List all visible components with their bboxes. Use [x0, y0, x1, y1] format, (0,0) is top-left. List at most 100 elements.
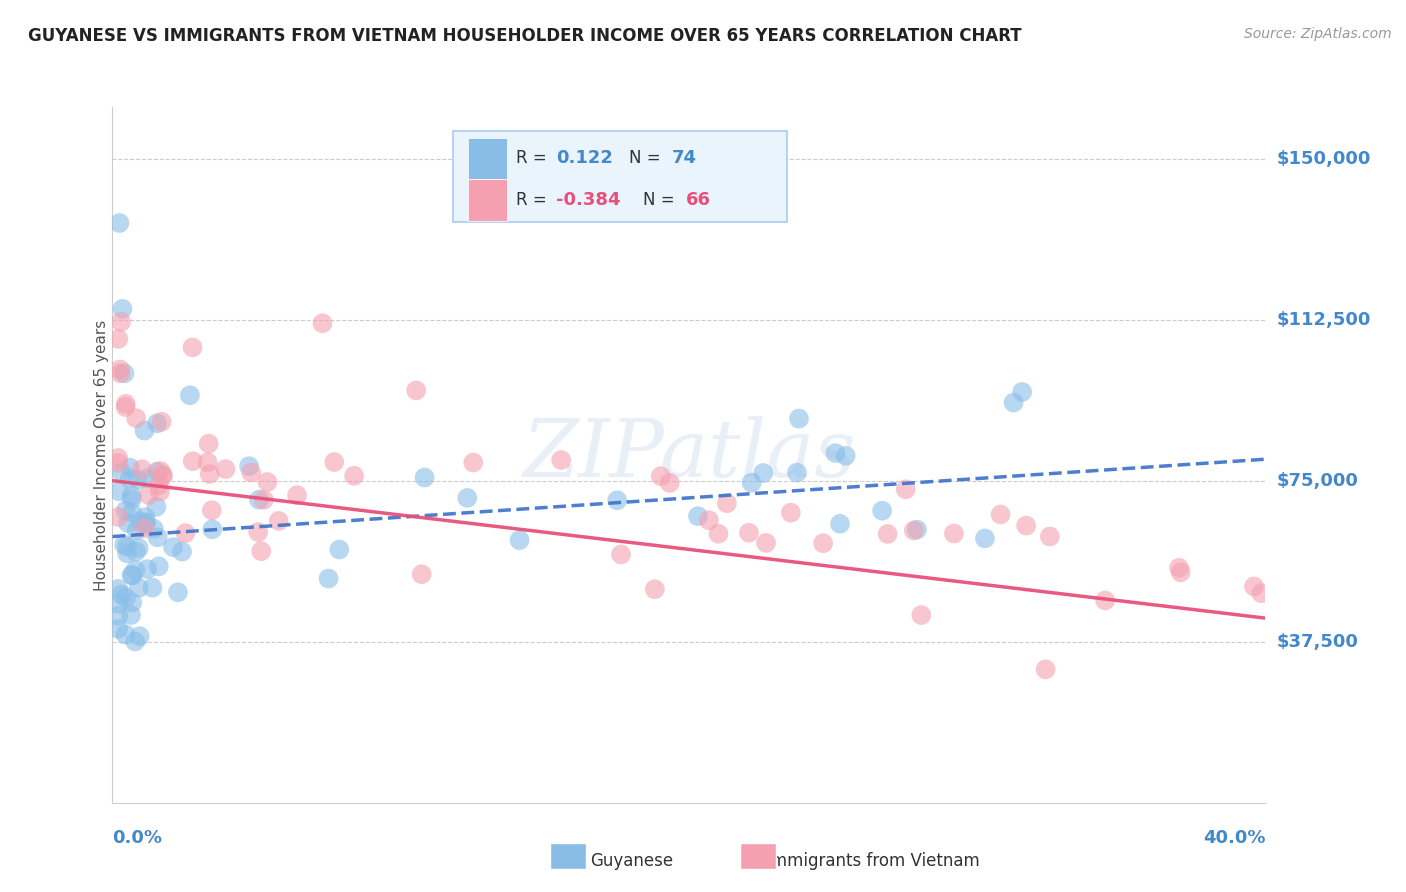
Point: [107, 332, 129, 346]
Point: [136, 562, 159, 576]
Point: [110, 465, 132, 479]
Text: Source: ZipAtlas.com: Source: ZipAtlas.com: [1244, 27, 1392, 41]
Point: [644, 582, 666, 597]
Point: [738, 525, 761, 540]
Point: [148, 478, 170, 492]
Point: [134, 424, 156, 438]
Point: [285, 488, 308, 502]
Text: 74: 74: [672, 149, 696, 167]
Point: [114, 627, 136, 641]
Point: [686, 509, 709, 524]
Text: GUYANESE VS IMMIGRANTS FROM VIETNAM HOUSEHOLDER INCOME OVER 65 YEARS CORRELATION: GUYANESE VS IMMIGRANTS FROM VIETNAM HOUS…: [28, 27, 1022, 45]
Point: [107, 582, 129, 596]
Text: -0.384: -0.384: [557, 191, 621, 209]
FancyBboxPatch shape: [453, 131, 787, 222]
Point: [108, 484, 131, 499]
Text: Immigrants from Vietnam: Immigrants from Vietnam: [766, 852, 980, 870]
Point: [550, 453, 572, 467]
Point: [238, 459, 260, 474]
Point: [318, 572, 340, 586]
Point: [198, 467, 221, 481]
Point: [136, 471, 159, 485]
Point: [343, 468, 366, 483]
Text: $37,500: $37,500: [1277, 632, 1358, 651]
FancyBboxPatch shape: [740, 843, 776, 869]
Text: N =: N =: [628, 149, 666, 167]
Point: [463, 456, 485, 470]
Point: [658, 475, 681, 490]
Point: [172, 544, 194, 558]
Point: [253, 492, 276, 507]
Point: [124, 563, 146, 577]
Point: [181, 340, 204, 354]
Point: [107, 622, 129, 636]
Point: [134, 510, 156, 524]
Text: N =: N =: [643, 191, 679, 209]
Point: [1015, 518, 1038, 533]
Point: [267, 514, 290, 528]
Point: [134, 516, 156, 530]
Point: [197, 455, 219, 469]
Point: [910, 608, 932, 623]
Point: [323, 455, 346, 469]
Point: [128, 629, 150, 643]
Point: [755, 536, 778, 550]
Point: [162, 540, 184, 554]
Point: [752, 466, 775, 480]
Point: [905, 523, 928, 537]
Point: [142, 522, 165, 536]
Point: [181, 454, 204, 468]
Point: [811, 536, 834, 550]
Point: [328, 542, 350, 557]
Point: [115, 591, 138, 605]
Point: [1243, 579, 1265, 593]
Point: [214, 462, 236, 476]
Point: [141, 581, 163, 595]
Point: [108, 216, 131, 230]
Point: [413, 470, 436, 484]
Point: [107, 450, 129, 465]
Point: [942, 526, 965, 541]
Point: [107, 510, 129, 524]
Point: [121, 506, 143, 520]
Point: [145, 500, 167, 514]
Point: [129, 515, 152, 529]
Point: [127, 473, 149, 487]
Point: [716, 496, 738, 510]
Point: [149, 484, 172, 499]
Point: [121, 595, 143, 609]
Point: [606, 493, 628, 508]
Point: [741, 475, 763, 490]
Point: [779, 506, 801, 520]
Point: [1039, 529, 1062, 543]
Point: [1170, 566, 1192, 580]
Point: [201, 522, 224, 536]
Point: [114, 367, 136, 381]
Point: [111, 301, 134, 316]
Point: [990, 508, 1012, 522]
Point: [150, 415, 173, 429]
Point: [121, 568, 143, 582]
Point: [134, 521, 156, 535]
Point: [118, 472, 141, 486]
Point: [107, 597, 129, 611]
Point: [456, 491, 478, 505]
Point: [974, 532, 997, 546]
Point: [138, 488, 160, 502]
Point: [125, 544, 148, 558]
Point: [250, 544, 273, 558]
Point: [1168, 561, 1191, 575]
Text: R =: R =: [516, 149, 553, 167]
Point: [707, 526, 730, 541]
Point: [115, 546, 138, 560]
Point: [118, 460, 141, 475]
Point: [146, 417, 169, 431]
Point: [1035, 662, 1057, 676]
Point: [787, 411, 810, 425]
Point: [197, 436, 219, 450]
FancyBboxPatch shape: [468, 179, 506, 220]
Point: [121, 492, 143, 507]
Point: [121, 568, 143, 582]
Point: [135, 515, 157, 529]
Point: [650, 469, 672, 483]
